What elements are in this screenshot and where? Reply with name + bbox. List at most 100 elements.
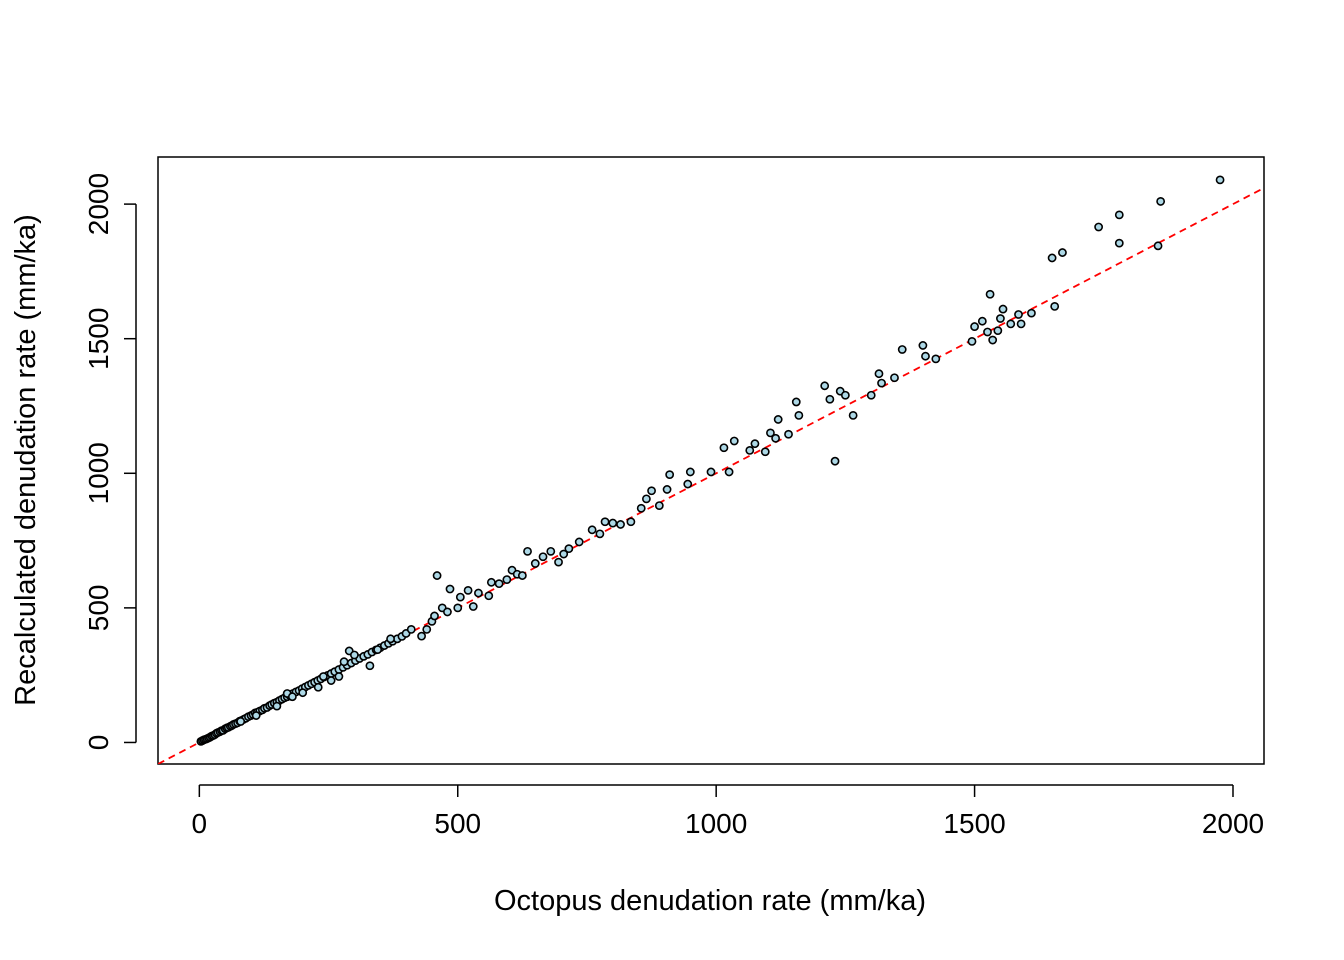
data-point [970, 322, 979, 331]
data-point [626, 517, 636, 527]
x-axis: 0 500 1000 1500 2000 [192, 784, 1264, 839]
data-point [636, 503, 646, 513]
data-point [406, 625, 416, 634]
data-point [432, 571, 442, 580]
data-point [1016, 319, 1026, 329]
data-point [766, 428, 775, 438]
data-point [662, 485, 672, 494]
data-point [523, 546, 532, 556]
data-point [595, 529, 605, 539]
data-point [538, 552, 548, 562]
data-point [445, 584, 455, 594]
data-point [820, 381, 830, 391]
data-point [574, 537, 584, 547]
data-point [455, 592, 465, 602]
y-tick-label: 0 [83, 735, 114, 751]
data-point [334, 672, 344, 681]
data-point [998, 304, 1008, 314]
data-point [587, 525, 597, 535]
y-tick-label: 500 [83, 585, 114, 632]
data-point [417, 631, 426, 641]
data-point [608, 518, 618, 528]
data-point [967, 336, 977, 346]
data-point [1014, 310, 1023, 319]
data-point [983, 327, 992, 337]
data-point [745, 446, 755, 455]
y-tick-label: 1500 [83, 308, 114, 370]
data-point [931, 354, 941, 364]
data-point [1114, 238, 1124, 248]
data-point [993, 326, 1003, 336]
data-point [616, 520, 625, 529]
data-point [825, 394, 835, 404]
x-tick-label: 500 [434, 808, 481, 839]
x-axis-title: Octopus denudation rate (mm/ka) [494, 885, 926, 917]
data-point [339, 657, 349, 667]
data-point [683, 479, 693, 489]
data-point [373, 645, 383, 654]
data-point [1050, 301, 1060, 311]
data-point [750, 439, 760, 449]
data-point [918, 341, 928, 350]
data-point [502, 575, 512, 585]
data-point [546, 546, 556, 556]
data-point [494, 579, 504, 589]
data-point [559, 549, 569, 559]
data-point [729, 436, 739, 446]
data-point [463, 585, 473, 595]
data-point [564, 544, 574, 554]
data-point [921, 351, 930, 361]
data-point [654, 501, 664, 510]
plot-area [158, 175, 1264, 764]
y-tick-label: 1000 [83, 442, 114, 504]
data-point [977, 316, 987, 326]
data-point [1114, 210, 1124, 220]
data-point [443, 607, 452, 617]
data-point [724, 467, 734, 477]
data-point [554, 557, 563, 567]
data-point [794, 411, 804, 420]
x-tick-label: 0 [192, 808, 208, 839]
data-point [236, 717, 246, 726]
data-point [773, 415, 783, 424]
data-point [1156, 197, 1166, 206]
data-point [1215, 175, 1225, 185]
data-point [251, 711, 261, 720]
data-point [1047, 253, 1057, 263]
data-point [600, 517, 610, 527]
data-point [1058, 248, 1067, 257]
data-point [877, 378, 886, 388]
data-point [453, 603, 463, 613]
data-point [890, 373, 899, 383]
data-point [874, 369, 884, 379]
data-point [830, 456, 840, 466]
data-point [484, 591, 494, 601]
data-point [517, 571, 527, 580]
data-point [365, 661, 375, 671]
data-point [840, 390, 850, 400]
data-points [196, 175, 1225, 746]
data-point [272, 701, 282, 711]
data-point [386, 634, 395, 644]
data-point [530, 559, 540, 568]
y-axis: 0 500 1000 1500 2000 [83, 173, 137, 751]
data-point [298, 688, 308, 698]
data-point [771, 433, 781, 443]
data-point [647, 486, 656, 496]
y-axis-title: Recalculated denudation rate (mm/ka) [10, 214, 42, 706]
data-point [760, 447, 770, 457]
data-point [665, 470, 675, 480]
data-point [349, 650, 359, 660]
data-point [313, 682, 323, 692]
data-point [422, 625, 432, 634]
data-point [985, 289, 995, 299]
x-tick-label: 1500 [943, 808, 1005, 839]
data-point [791, 397, 801, 407]
data-point [706, 467, 716, 477]
x-tick-label: 1000 [685, 808, 747, 839]
data-point [486, 577, 496, 587]
data-point [326, 676, 336, 685]
data-point [996, 314, 1005, 323]
data-point [897, 345, 907, 354]
